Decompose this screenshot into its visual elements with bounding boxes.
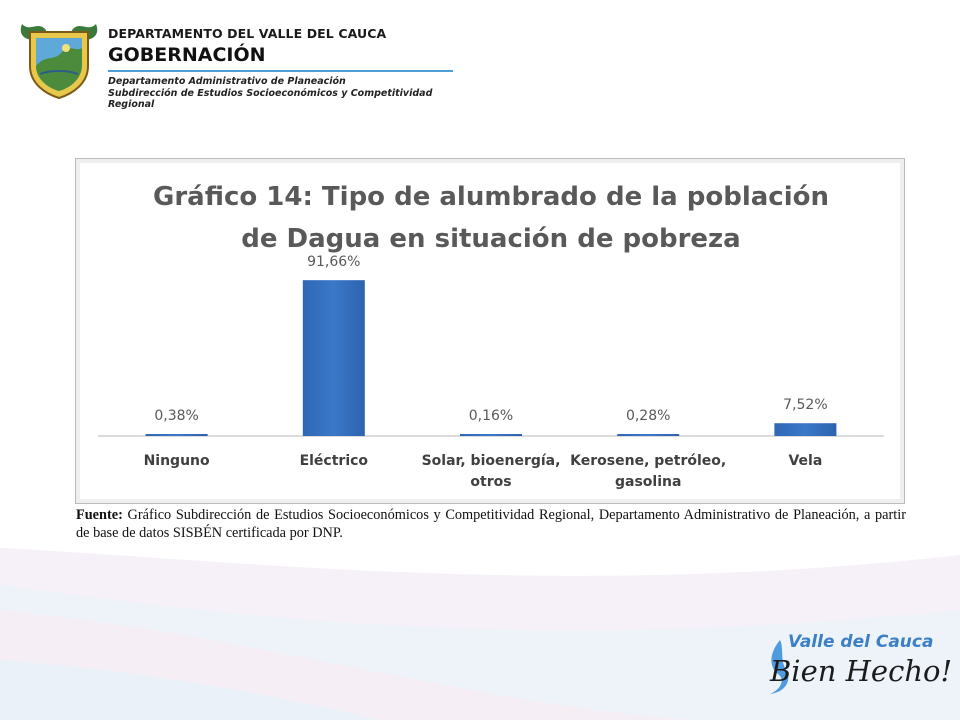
brand-swoosh-icon: [770, 640, 789, 694]
brand-logo: Valle del Cauca Bien Hecho!: [760, 632, 953, 702]
data-label-2: 0,16%: [469, 408, 513, 424]
header-office: Departamento Administrativo de Planeació…: [108, 76, 346, 87]
source-note: Fuente: Gráfico Subdirección de Estudios…: [76, 506, 906, 542]
data-label-0: 0,38%: [154, 408, 198, 424]
category-label-3-1: gasolina: [615, 474, 681, 490]
chart-title-line2: de Dagua en situación de pobreza: [241, 224, 740, 254]
header-government: GOBERNACIÓN: [108, 44, 266, 66]
source-text: Gráfico Subdirección de Estudios Socioec…: [76, 507, 906, 541]
category-label-4-0: Vela: [788, 453, 822, 469]
header-suboffice: Subdirección de Estudios Socioeconómicos…: [108, 88, 433, 110]
brand-line1: Valle del Cauca: [788, 632, 934, 652]
chart-frame: Gráfico 14: Tipo de alumbrado de la pobl…: [75, 158, 905, 504]
bar-3: [617, 434, 680, 436]
coat-of-arms-icon: [20, 24, 98, 100]
category-label-1-0: Eléctrico: [300, 453, 369, 469]
bar-1: [302, 280, 365, 436]
header-department: DEPARTAMENTO DEL VALLE DEL CAUCA: [108, 26, 387, 41]
data-label-3: 0,28%: [626, 408, 670, 424]
header-divider: [108, 70, 453, 72]
category-label-2-1: otros: [470, 474, 511, 490]
category-label-3-0: Kerosene, petróleo,: [570, 453, 726, 469]
bar-4: [774, 423, 837, 436]
bar-2: [460, 434, 522, 436]
brand-line2: Bien Hecho!: [770, 654, 953, 688]
category-label-2-0: Solar, bioenergía,: [422, 453, 561, 469]
chart-title-line1: Gráfico 14: Tipo de alumbrado de la pobl…: [153, 182, 829, 212]
data-label-4: 7,52%: [783, 397, 827, 413]
source-label: Fuente:: [76, 507, 123, 523]
category-label-0-0: Ninguno: [144, 453, 210, 469]
bar-0: [145, 434, 208, 436]
header-block: DEPARTAMENTO DEL VALLE DEL CAUCA GOBERNA…: [108, 26, 458, 110]
bar-chart: Gráfico 14: Tipo de alumbrado de la pobl…: [98, 182, 884, 490]
data-label-1: 91,66%: [307, 254, 360, 270]
